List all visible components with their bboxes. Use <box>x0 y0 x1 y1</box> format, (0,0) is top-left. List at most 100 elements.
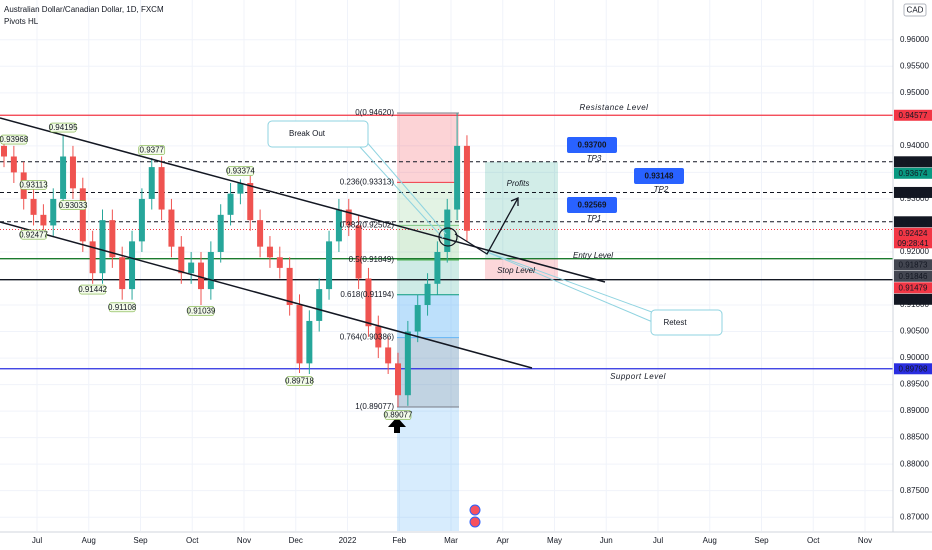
event-icon <box>469 504 481 516</box>
indicator-name: Pivots HL <box>4 17 39 26</box>
x-tick-label: Mar <box>444 536 458 545</box>
x-tick-label: Aug <box>703 536 717 545</box>
event-icon <box>469 516 481 528</box>
fib-label: 1(0.89077) <box>355 402 394 411</box>
candle-body <box>148 167 155 199</box>
price-tag-label: 0.91479 <box>899 283 928 292</box>
candle-body <box>454 145 461 210</box>
pivot-label: 0.93033 <box>58 201 87 210</box>
entry-label: Entry Level <box>573 251 613 260</box>
price-tag-label: 0.93122 <box>899 188 928 197</box>
pivot-box <box>0 134 28 145</box>
fib-label: 0(0.94620) <box>355 108 394 117</box>
pivot-label: 0.93968 <box>0 135 29 144</box>
price-tag-label: 0.92424 <box>899 229 928 238</box>
x-tick-label: Jun <box>600 536 613 545</box>
x-tick-label: Nov <box>858 536 872 545</box>
price-tag <box>894 293 932 305</box>
currency[interactable]: CAD <box>907 6 924 15</box>
candle-body <box>266 246 273 258</box>
callout-line <box>364 139 447 235</box>
x-tick-label: Sep <box>133 536 148 545</box>
price-tag-label: 0.91478 <box>899 295 928 304</box>
target-box <box>634 168 684 184</box>
y-tick-label: 0.93000 <box>900 194 929 203</box>
candle-body <box>119 257 126 290</box>
price-tag-label: 0.94577 <box>899 111 928 120</box>
price-tag <box>894 186 932 198</box>
fib-label: 0.236(0.93313) <box>340 177 395 186</box>
candle-body <box>1 145 7 157</box>
pivot-label: 0.89077 <box>384 411 413 420</box>
y-tick-label: 0.92000 <box>900 247 929 256</box>
path-arrow <box>454 197 519 255</box>
price-tag-label: 0.93700 <box>899 157 928 166</box>
candle-body <box>30 198 37 215</box>
candle-body <box>109 220 116 258</box>
callout-line <box>486 251 656 324</box>
candle-body <box>10 156 17 173</box>
x-tick-label: Dec <box>289 536 303 545</box>
candle-body <box>286 267 293 306</box>
pivot-label: 0.91108 <box>108 303 137 312</box>
candle-body <box>316 289 323 321</box>
candle-body <box>257 220 264 247</box>
price-tag-label: 0.92569 <box>899 217 928 226</box>
x-tick-label: Oct <box>807 536 820 545</box>
candle-body <box>79 188 86 242</box>
pivot-box <box>108 302 136 313</box>
pivot-label: 0.93113 <box>19 181 48 190</box>
countdown-label: 09:28:41 <box>897 239 929 248</box>
currency-box[interactable] <box>903 3 927 17</box>
x-tick-label: Aug <box>82 536 96 545</box>
candle-body <box>444 209 451 252</box>
x-tick-label: Feb <box>392 536 406 545</box>
target-box <box>567 137 617 153</box>
pivot-label: 0.9377 <box>140 146 165 155</box>
price-tag <box>894 216 932 228</box>
x-tick-label: Oct <box>186 536 199 545</box>
target-value: 0.92569 <box>578 201 607 210</box>
arrow-head <box>510 197 519 206</box>
pivot-label: 0.91442 <box>78 285 107 294</box>
target-name: TP2 <box>654 185 669 194</box>
pivot-box <box>384 410 412 420</box>
pivot-label: 0.92477 <box>19 230 48 239</box>
resistance-label: Resistance Level <box>580 103 649 112</box>
y-tick-label: 0.95500 <box>900 61 929 70</box>
candle-body <box>69 156 76 189</box>
pivot-box <box>79 284 106 295</box>
candle-body <box>188 262 195 274</box>
candle-body <box>138 198 145 242</box>
up-arrow <box>388 417 406 433</box>
retest-label: Retest <box>663 318 687 327</box>
candle-body <box>434 251 441 284</box>
candle-body <box>50 198 57 226</box>
candle-body <box>345 209 352 226</box>
target-name: TP1 <box>587 214 602 223</box>
price-tag <box>894 156 932 168</box>
candle-body <box>129 241 136 290</box>
fib-label: 0.618(0.91194) <box>340 290 394 299</box>
pivot-box <box>20 229 47 240</box>
x-tick-label: Jul <box>653 536 663 545</box>
y-tick-label: 0.96000 <box>900 35 929 44</box>
candle-body <box>375 326 382 348</box>
candle-body <box>99 220 106 274</box>
candle-body <box>198 262 204 290</box>
candle-body <box>40 214 47 226</box>
candle-body <box>207 251 214 290</box>
y-tick-label: 0.89000 <box>900 406 929 415</box>
y-tick-label: 0.87500 <box>900 486 929 495</box>
pivot-label: 0.91039 <box>187 307 216 316</box>
y-tick-label: 0.88500 <box>900 433 929 442</box>
fib-label: 0.764(0.90386) <box>340 333 395 342</box>
price-tag <box>894 109 932 121</box>
candle-body <box>296 305 303 364</box>
stop-label: Stop Level <box>497 266 535 275</box>
chart-title: Australian Dollar/Canadian Dollar, 1D, F… <box>4 5 164 14</box>
y-tick-label: 0.89500 <box>900 380 929 389</box>
